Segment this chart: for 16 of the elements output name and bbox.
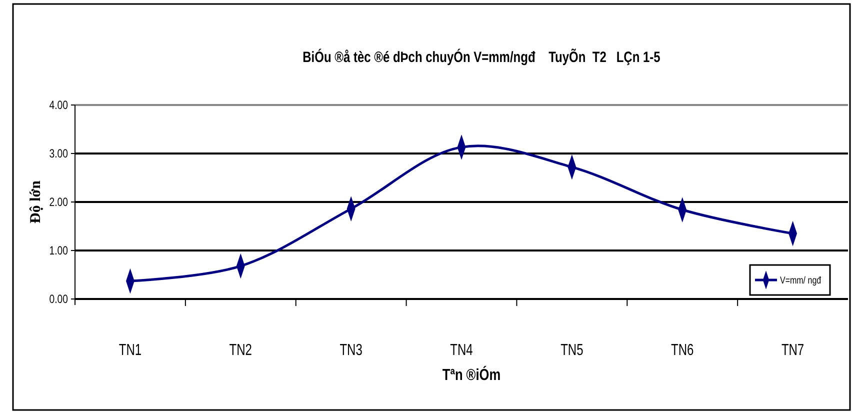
x-axis-title: Tªn ®iÓm: [442, 366, 501, 384]
chart-title: BiÓu ®å tèc ®é dÞch chuyÓn V=mm/ngđ TuyÕn T2 LÇn 1-5: [302, 48, 661, 66]
y-tick-label: 4.00: [49, 99, 68, 113]
y-tick-label: 2.00: [49, 196, 68, 210]
y-axis-title: Độ lớn: [28, 180, 44, 224]
x-tick-label: TN1: [118, 340, 142, 358]
x-tick-label: TN6: [671, 340, 694, 358]
legend-label: V=mm/ ngđ: [780, 274, 822, 286]
x-tick-label: TN7: [781, 340, 804, 358]
y-tick-label: 3.00: [49, 148, 68, 162]
x-tick-label: TN2: [229, 340, 252, 358]
x-tick-label: TN5: [560, 340, 584, 358]
x-tick-label: TN3: [340, 340, 363, 358]
x-tick-label: TN4: [450, 340, 473, 358]
y-tick-label: 0.00: [49, 293, 68, 307]
y-tick-label: 1.00: [49, 244, 68, 258]
